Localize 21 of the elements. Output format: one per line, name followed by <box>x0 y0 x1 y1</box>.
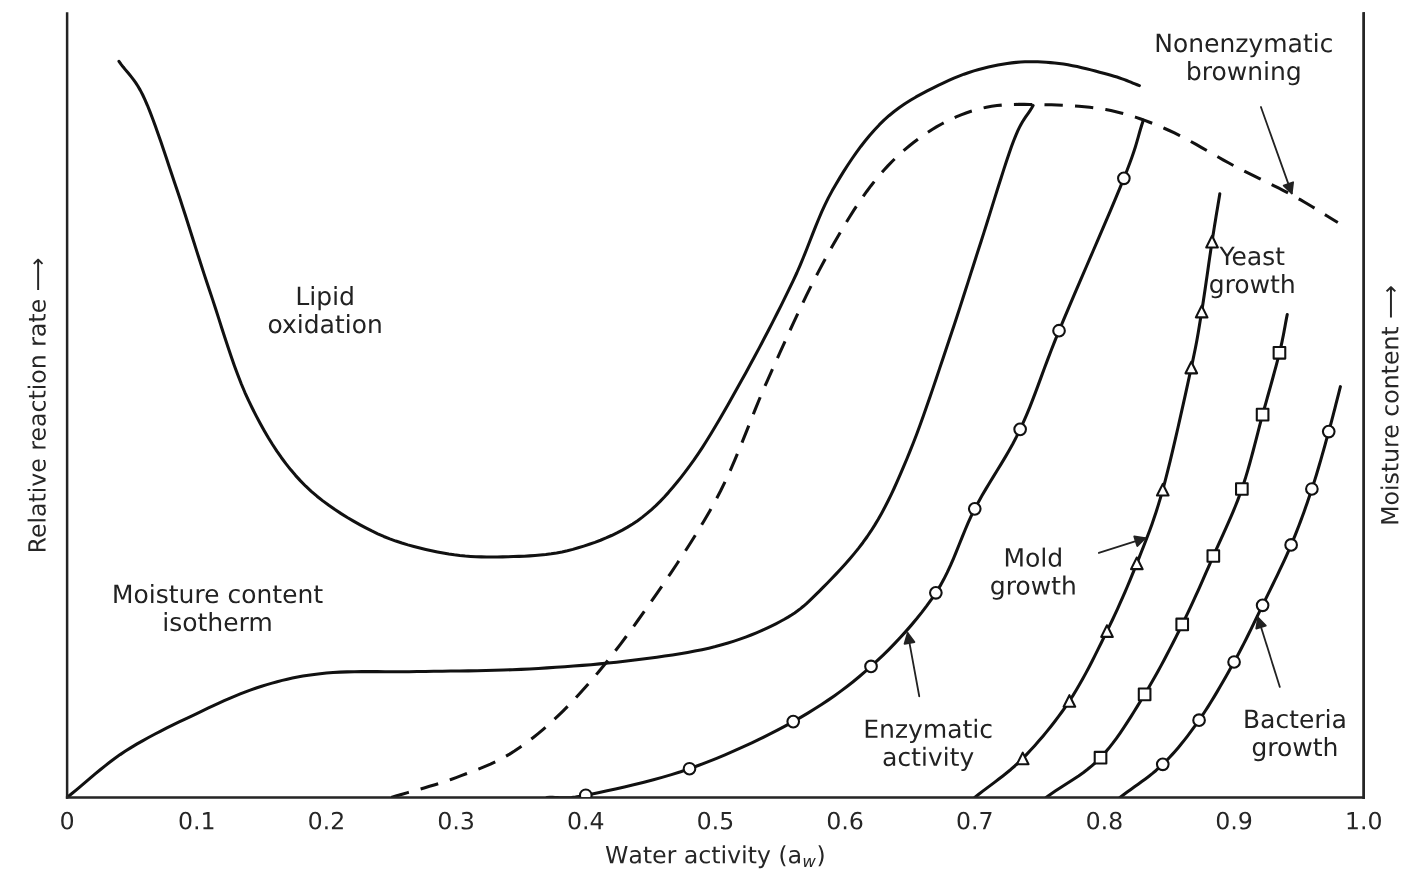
annotation: Mold growth <box>991 547 1075 600</box>
x-tick-label: 0.9 <box>1216 811 1252 830</box>
annotation: Nonenzymatic browning <box>1156 33 1332 86</box>
x-tick-label: 0.1 <box>179 811 214 830</box>
x-tick-label: 0 <box>61 811 74 830</box>
x-tick-label: 0.7 <box>957 811 992 830</box>
x-axis-title: Water activity (a$_{w}$) <box>605 845 824 869</box>
y-axis-title: Relative reaction rate ⟶ <box>27 258 46 552</box>
x-tick-label: 0.6 <box>827 811 863 830</box>
annotation: Bacteria growth <box>1245 708 1345 762</box>
x-tick-label: 0.5 <box>698 811 733 830</box>
annotation: Moisture content isotherm <box>114 583 323 632</box>
x-tick-label: 1.0 <box>1347 811 1381 830</box>
x-tick-label: 0.4 <box>568 811 604 830</box>
annotation: Enzymatic activity <box>865 718 992 772</box>
annotation: Lipid oxidation <box>268 286 381 334</box>
y2-axis-title: Moisture content ⟶ <box>1380 286 1399 524</box>
annotation: Yeast growth <box>1210 246 1294 299</box>
x-tick-label: 0.3 <box>438 811 473 830</box>
x-tick-label: 0.8 <box>1087 811 1122 830</box>
x-tick-label: 0.2 <box>309 811 343 830</box>
